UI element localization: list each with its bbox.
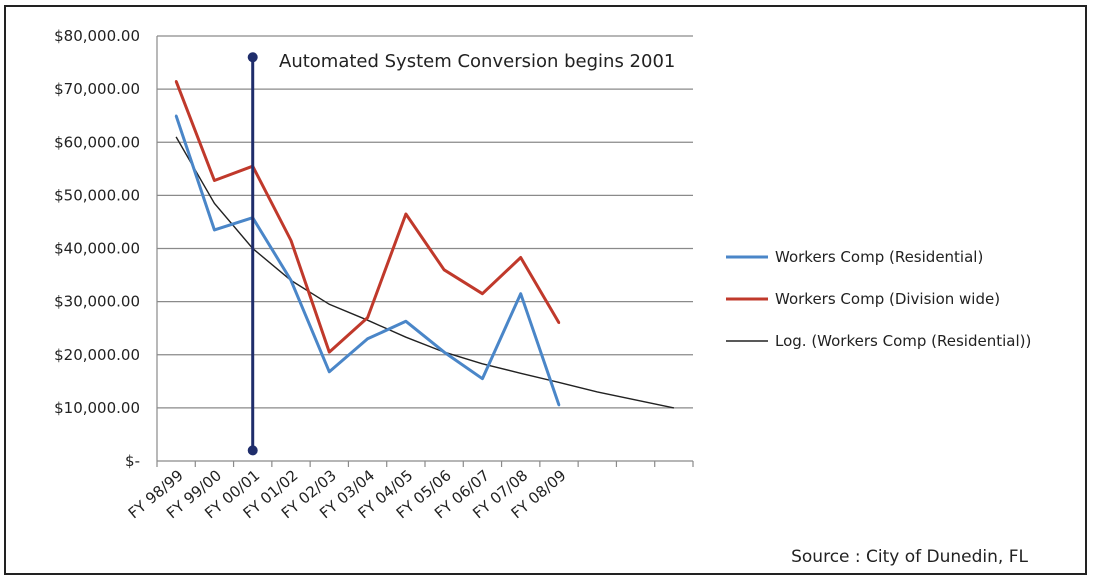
data-point-0-4 [328,370,331,373]
y-tick-label-8: $80,000.00 [54,27,140,45]
data-point-1-5 [366,316,369,319]
data-point-1-0 [174,79,178,83]
data-point-0-7 [442,350,446,354]
y-tick-label-2: $20,000.00 [54,346,140,364]
grid-layer [157,35,693,409]
series-layer [174,79,675,409]
data-point-1-7 [442,268,446,271]
data-point-0-3 [289,279,293,282]
marker-layer: Automated System Conversion begins 2001 [247,51,675,456]
data-point-1-10 [557,321,561,325]
conversion-marker-top-dot [247,52,258,63]
y-tick-label-0: $- [125,452,140,470]
data-point-1-6 [404,212,408,216]
conversion-marker-bottom-dot [247,445,258,456]
legend-label-1: Workers Comp (Division wide) [775,290,1000,308]
data-point-1-3 [289,239,293,242]
series-line-1 [174,80,561,354]
data-point-1-1 [213,179,216,182]
legend-label-2: Log. (Workers Comp (Residential)) [775,332,1031,350]
y-tick-label-7: $70,000.00 [54,80,140,98]
data-point-0-9 [519,292,522,295]
source-note: Source : City of Dunedin, FL [791,547,1028,567]
data-point-1-8 [481,292,484,295]
y-tick-label-6: $60,000.00 [54,133,140,151]
legend-layer: Workers Comp (Residential) Workers Comp (… [726,248,1031,350]
data-point-0-6 [404,320,408,323]
data-point-0-0 [174,114,178,117]
series-line-0 [174,115,561,406]
legend-label-0: Workers Comp (Residential) [775,248,983,266]
y-tick-label-4: $40,000.00 [54,240,140,258]
data-point-0-1 [213,228,216,232]
y-tick-label-3: $30,000.00 [54,293,140,311]
data-point-0-8 [481,377,484,380]
y-tick-label-1: $10,000.00 [54,399,140,417]
data-point-0-10 [557,404,561,407]
data-point-1-4 [328,350,331,354]
data-point-0-5 [366,337,369,341]
y-tick-label-5: $50,000.00 [54,186,140,204]
trendline-log-residential [175,136,675,409]
axis-layer: $- $10,000.00 $20,000.00 $30,000.00 $40,000.… [54,27,694,522]
data-point-1-9 [519,256,522,259]
conversion-annotation: Automated System Conversion begins 2001 [279,51,675,72]
